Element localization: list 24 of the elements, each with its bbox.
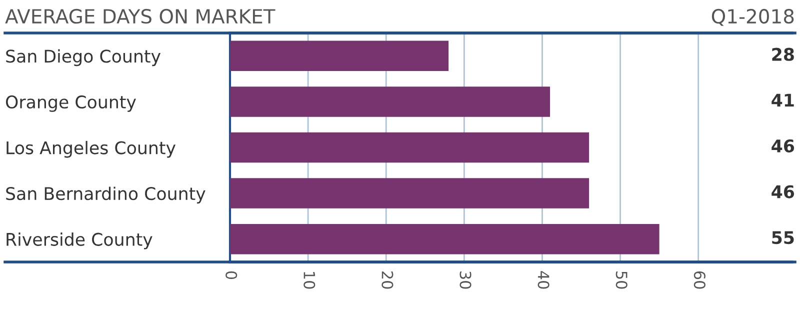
x-tick-label: 0 bbox=[226, 271, 238, 280]
x-tick-label: 30 bbox=[460, 272, 472, 289]
bar bbox=[230, 86, 550, 117]
data-label: 46 bbox=[772, 185, 794, 198]
data-label: 46 bbox=[772, 139, 794, 153]
x-tick-label: 60 bbox=[694, 271, 706, 289]
y-tick-label: Riverside County bbox=[6, 232, 152, 250]
bar bbox=[230, 132, 590, 163]
x-tick-label: 50 bbox=[616, 272, 628, 289]
y-tick-label: San Diego County bbox=[6, 49, 161, 66]
x-tick-label: 10 bbox=[304, 272, 316, 289]
data-label: 28 bbox=[772, 48, 794, 61]
bar bbox=[230, 224, 660, 254]
data-label: 55 bbox=[772, 231, 794, 244]
bar bbox=[230, 40, 449, 72]
data-label: 41 bbox=[772, 94, 794, 106]
y-tick-label: San Bernardino County bbox=[6, 186, 206, 204]
x-tick-label: 20 bbox=[382, 271, 394, 289]
y-tick-label: Los Angeles County bbox=[6, 140, 176, 158]
bar bbox=[230, 178, 590, 208]
x-tick-label: 40 bbox=[538, 271, 550, 289]
chart-subtitle: Q1-2018 bbox=[712, 8, 794, 26]
y-tick-label: Orange County bbox=[6, 95, 136, 112]
chart-title: AVERAGE DAYS ON MARKET bbox=[5, 8, 276, 24]
